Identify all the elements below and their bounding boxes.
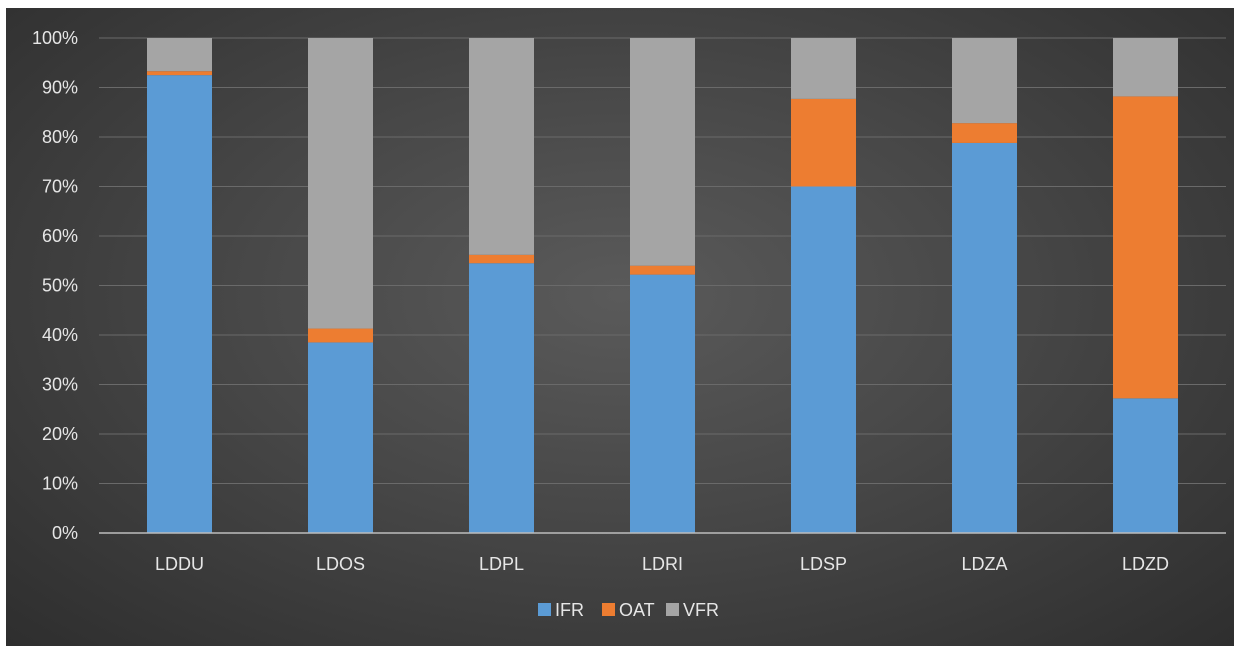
bar-vfr-ldpl bbox=[469, 38, 534, 255]
x-axis-tick-labels: LDDU LDOS LDPL LDRI LDSP LDZA LDZD bbox=[155, 554, 1169, 574]
legend: IFR OAT VFR bbox=[538, 600, 719, 620]
legend-swatch-vfr bbox=[666, 603, 679, 616]
bar-ifr-ldzd bbox=[1113, 398, 1178, 533]
bar-oat-ldpl bbox=[469, 254, 534, 264]
bar-ifr-ldos bbox=[308, 342, 373, 533]
bar-vfr-ldzd bbox=[1113, 38, 1178, 97]
x-tick-label: LDPL bbox=[479, 554, 524, 574]
legend-label-ifr: IFR bbox=[555, 600, 584, 620]
bar-ifr-ldri bbox=[630, 274, 695, 533]
legend-label-vfr: VFR bbox=[683, 600, 719, 620]
chart-area: 0% 10% 20% 30% 40% 50% 60% 70% 80% 90% 100% LDDU LD… bbox=[6, 8, 1234, 646]
bar-oat-ldza bbox=[952, 123, 1017, 143]
y-tick-label: 0% bbox=[52, 523, 78, 543]
y-tick-label: 50% bbox=[42, 276, 78, 296]
bar-vfr-ldos bbox=[308, 38, 373, 329]
y-tick-label: 70% bbox=[42, 177, 78, 197]
x-tick-label: LDZA bbox=[961, 554, 1007, 574]
x-tick-label: LDOS bbox=[316, 554, 365, 574]
y-tick-label: 60% bbox=[42, 226, 78, 246]
legend-label-oat: OAT bbox=[619, 600, 655, 620]
y-tick-label: 90% bbox=[42, 78, 78, 98]
bar-ifr-ldza bbox=[952, 142, 1017, 533]
x-tick-label: LDRI bbox=[642, 554, 683, 574]
x-tick-label: LDDU bbox=[155, 554, 204, 574]
bar-ifr-ldsp bbox=[791, 186, 856, 533]
bars bbox=[147, 38, 1178, 533]
bar-oat-lddu bbox=[147, 71, 212, 76]
y-axis-tick-labels: 0% 10% 20% 30% 40% 50% 60% 70% 80% 90% 100% bbox=[32, 28, 78, 543]
y-tick-label: 80% bbox=[42, 127, 78, 147]
y-tick-label: 10% bbox=[42, 474, 78, 494]
x-tick-label: LDZD bbox=[1122, 554, 1169, 574]
y-tick-label: 20% bbox=[42, 424, 78, 444]
x-tick-label: LDSP bbox=[800, 554, 847, 574]
bar-oat-ldri bbox=[630, 265, 695, 275]
y-tick-label: 30% bbox=[42, 375, 78, 395]
bar-oat-ldzd bbox=[1113, 96, 1178, 399]
bar-oat-ldsp bbox=[791, 98, 856, 187]
bar-ifr-ldpl bbox=[469, 263, 534, 533]
legend-swatch-oat bbox=[602, 603, 615, 616]
bar-vfr-ldza bbox=[952, 38, 1017, 124]
bar-vfr-lddu bbox=[147, 38, 212, 72]
bar-vfr-ldri bbox=[630, 38, 695, 266]
bar-vfr-ldsp bbox=[791, 38, 856, 99]
bar-ifr-lddu bbox=[147, 75, 212, 533]
stacked-bar-chart: 0%10%20%30%40%50%60%70%80%90%100% LDDU LD… bbox=[32, 28, 1226, 620]
y-tick-label: 40% bbox=[42, 325, 78, 345]
legend-swatch-ifr bbox=[538, 603, 551, 616]
y-tick-label: 100% bbox=[32, 28, 78, 48]
bar-oat-ldos bbox=[308, 328, 373, 343]
